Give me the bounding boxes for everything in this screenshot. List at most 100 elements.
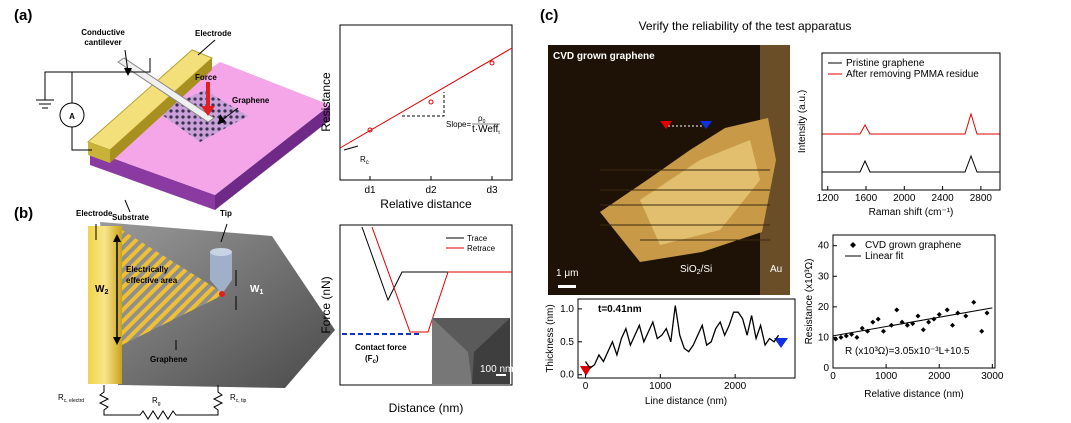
- text: SiO: [680, 264, 697, 275]
- text: g: [158, 401, 161, 407]
- plot-frame: [832, 234, 996, 369]
- point: [894, 307, 900, 313]
- text: c, electrd: [64, 398, 85, 404]
- text: /Si: [701, 264, 713, 275]
- point: [833, 336, 839, 342]
- label: Graphene: [150, 355, 188, 364]
- y-tick-label: 20: [818, 302, 830, 313]
- point: [880, 328, 886, 334]
- text: c: [373, 359, 377, 365]
- text: t: [498, 130, 500, 136]
- point: [936, 311, 942, 317]
- point: [843, 333, 849, 339]
- label: Electrode: [76, 209, 113, 218]
- label: ρ0: [478, 114, 486, 125]
- label: Electrode: [195, 29, 232, 38]
- text: W: [250, 284, 260, 295]
- y-tick-label: 0.0: [560, 370, 574, 381]
- text: (F: [365, 354, 373, 363]
- point: [875, 316, 881, 322]
- label: (Fc): [365, 354, 379, 365]
- label: cantilever: [84, 38, 121, 47]
- spectrum: [822, 154, 1000, 173]
- title: Verify the reliability of the test appar…: [639, 19, 852, 33]
- x-tick-label: 0: [583, 381, 589, 392]
- y-tick-label: 0.5: [560, 337, 574, 348]
- fit-line: [832, 307, 993, 337]
- point: [944, 307, 950, 313]
- point: [859, 325, 865, 331]
- y-tick-label: 0: [823, 363, 829, 374]
- panel-label: (a): [14, 7, 32, 24]
- label: Conductive: [81, 28, 125, 37]
- afm-image: [548, 45, 790, 295]
- point: [838, 334, 844, 340]
- text: t·Weff: [472, 124, 499, 135]
- y-axis-label: Force (nN): [319, 276, 333, 333]
- x-tick-label: 1000: [875, 371, 898, 382]
- point: [931, 316, 937, 322]
- x-axis-label: Distance (nm): [389, 401, 464, 415]
- image-label: SiO2/Si: [680, 264, 712, 276]
- panel-label: (c): [540, 7, 558, 24]
- y-axis-label: Thickness (nm): [545, 304, 556, 372]
- point: [971, 299, 977, 305]
- legend-label: Trace: [467, 234, 488, 243]
- text: R: [152, 396, 158, 405]
- legend-label: Pristine graphene: [846, 58, 925, 69]
- scale-bar-label: 100 nm: [480, 364, 513, 375]
- legend-label: CVD grown graphene: [865, 240, 962, 251]
- x-tick-label: 2400: [931, 193, 954, 204]
- y-axis-label: Resistance (x10³Ω): [804, 259, 815, 345]
- point: [920, 327, 926, 333]
- x-axis-label: Raman shift (cm⁻¹): [869, 207, 954, 218]
- resistance-sketch: [339, 24, 513, 181]
- image-label: CVD grown graphene: [553, 51, 655, 62]
- point: [984, 310, 990, 316]
- x-tick-label: 2000: [724, 381, 747, 392]
- text: 2: [697, 269, 701, 276]
- text: R: [360, 155, 366, 164]
- x-tick-label: d3: [486, 185, 498, 196]
- image-label: Au: [770, 264, 782, 275]
- x-tick-label: 2000: [928, 371, 951, 382]
- legend-label: After removing PMMA residue: [846, 69, 979, 80]
- schematic-b: [88, 222, 335, 420]
- point: [926, 319, 932, 325]
- panel-label: (b): [14, 205, 33, 222]
- text: c: [366, 160, 369, 166]
- force-sketch: [339, 224, 513, 386]
- point: [854, 334, 860, 340]
- x-axis-label: Relative distance: [380, 197, 472, 211]
- y-tick-label: 30: [818, 271, 830, 282]
- point: [979, 328, 985, 334]
- spectrum: [822, 112, 1000, 135]
- text: W: [95, 284, 105, 295]
- label: Electrically: [126, 265, 169, 274]
- x-tick-label: 1000: [649, 381, 672, 392]
- text: R: [58, 393, 64, 402]
- schematic-a: [36, 39, 330, 213]
- point: [870, 319, 876, 325]
- plot-frame: [821, 52, 1001, 191]
- x-axis-label: Line distance (nm): [645, 396, 727, 407]
- point: [963, 313, 969, 319]
- label: Rc, electrd: [58, 393, 84, 404]
- text: ρ: [478, 114, 483, 123]
- label: Rg: [152, 396, 161, 407]
- x-tick-label: 2000: [893, 193, 916, 204]
- x-axis-label: Relative distance (nm): [864, 389, 963, 400]
- label: Force: [195, 73, 217, 82]
- label: Slope=: [446, 120, 471, 129]
- label: Graphene: [232, 96, 270, 105]
- label: t·Wefft: [472, 124, 500, 136]
- point: [915, 313, 921, 319]
- legend-swatch: [850, 242, 856, 248]
- marker-symbol: [774, 338, 788, 348]
- x-tick-label: 3000: [981, 371, 1004, 382]
- point: [950, 322, 956, 328]
- x-tick-label: 1200: [817, 193, 840, 204]
- text: ): [376, 354, 379, 363]
- x-tick-label: 1600: [855, 193, 878, 204]
- label: A: [69, 112, 75, 121]
